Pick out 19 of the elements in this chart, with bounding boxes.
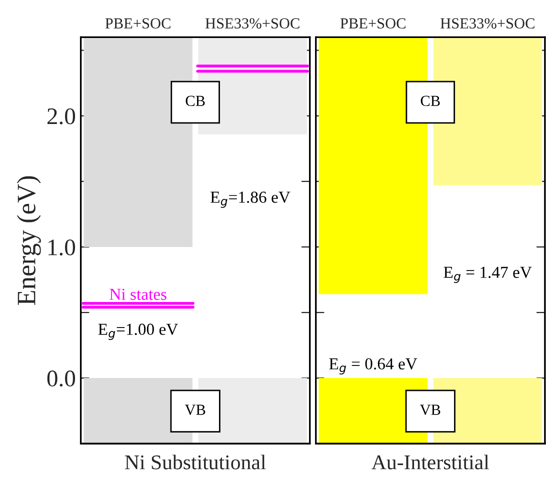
annotation: VB: [420, 404, 440, 416]
y-axis-title: Energy (eV): [16, 176, 41, 305]
annotation: E$_{g}$ = 1.47 eV: [444, 266, 532, 283]
ref-line-label: Ni states: [110, 288, 166, 300]
annotation: CB: [420, 96, 440, 106]
x-tick-label: PBE+SOC: [105, 18, 170, 29]
annotation: E$_{g}$=1.86 eV: [210, 192, 290, 208]
x-axis-title: Au-Interstitial: [372, 454, 489, 470]
x-axis-title: Ni Substitutional: [125, 454, 266, 470]
y-tick-label: 0.0: [47, 370, 76, 387]
y-tick-label: 2.0: [47, 108, 76, 124]
x-tick-label: HSE33%+SOC: [440, 18, 534, 29]
annotation: CB: [186, 96, 205, 106]
y-tick-label: 1.0: [48, 239, 76, 256]
x-tick-label: PBE+SOC: [340, 18, 406, 29]
x-tick-label: HSE33%+SOC: [205, 18, 300, 29]
annotation: E$_{g}$=1.00 eV: [98, 324, 178, 340]
annotation: E$_{g}$ = 0.64 eV: [329, 358, 418, 374]
annotation: VB: [184, 404, 206, 416]
